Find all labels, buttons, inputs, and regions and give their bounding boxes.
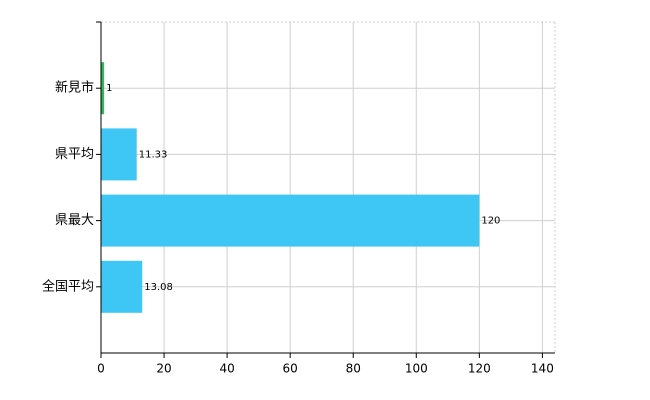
y-tick-label: 全国平均 [42,278,94,294]
y-tick-label: 県最大 [55,213,94,228]
x-tick-label: 0 [97,362,105,376]
data-label: 13.08 [144,282,173,293]
x-tick-label: 140 [531,362,554,376]
bar [101,194,480,247]
bar [101,260,143,313]
x-tick-label: 20 [156,362,171,376]
x-tick-label: 60 [283,362,298,376]
y-tick-label: 県平均 [55,147,94,162]
x-tick-label: 80 [346,362,361,376]
data-label: 120 [481,216,500,227]
x-tick-label: 120 [468,362,491,376]
x-tick-label: 100 [405,362,428,376]
data-label: 11.33 [139,149,168,160]
bar [101,62,105,115]
data-label: 1 [106,83,112,94]
y-tick-label: 新見市 [55,80,94,96]
x-tick-label: 40 [219,362,234,376]
bar [101,128,137,181]
